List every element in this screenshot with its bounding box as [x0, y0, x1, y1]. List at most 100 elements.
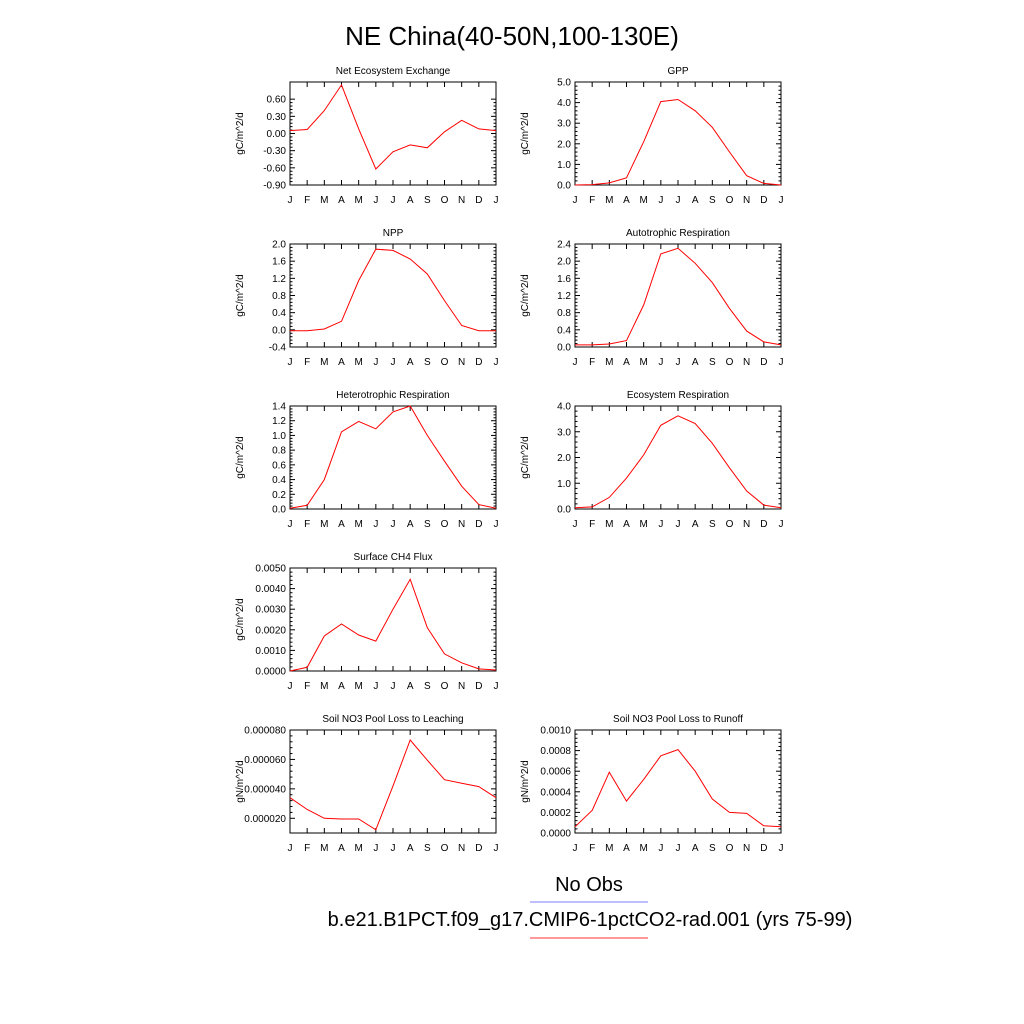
x-tick-label: S — [424, 195, 431, 206]
x-tick-label: D — [475, 681, 482, 692]
x-tick-label: A — [338, 519, 345, 530]
y-tick-label: 4.0 — [557, 402, 571, 413]
x-tick-label: J — [373, 681, 378, 692]
x-tick-label: O — [441, 357, 449, 368]
plot-frame — [574, 81, 782, 186]
x-tick-label: A — [692, 519, 699, 530]
y-tick-label: 0.000020 — [244, 814, 286, 825]
x-tick-label: M — [354, 195, 362, 206]
x-tick-label: A — [407, 357, 414, 368]
x-tick-label: M — [320, 843, 328, 854]
y-tick-label: 0.0006 — [540, 767, 571, 778]
x-tick-label: J — [391, 195, 396, 206]
x-tick-label: F — [589, 519, 595, 530]
y-tick-label: 0.000040 — [244, 784, 286, 795]
x-tick-label: J — [573, 195, 578, 206]
x-tick-label: J — [391, 843, 396, 854]
x-tick-label: J — [391, 519, 396, 530]
y-tick-label: 0.0030 — [255, 605, 286, 616]
x-tick-label: A — [338, 357, 345, 368]
x-tick-label: S — [424, 357, 431, 368]
y-tick-label: 0.0008 — [540, 746, 571, 757]
y-tick-label: 1.0 — [557, 479, 571, 490]
x-tick-label: F — [304, 357, 310, 368]
x-tick-label: J — [676, 843, 681, 854]
x-tick-label: A — [407, 519, 414, 530]
plot-frame — [289, 567, 497, 672]
x-tick-label: N — [458, 681, 465, 692]
x-tick-label: D — [475, 843, 482, 854]
x-tick-label: A — [692, 195, 699, 206]
x-tick-label: S — [424, 519, 431, 530]
x-tick-label: J — [658, 357, 663, 368]
series-line — [289, 578, 497, 672]
x-tick-label: J — [676, 519, 681, 530]
x-tick-label: F — [304, 681, 310, 692]
x-tick-label: O — [726, 519, 734, 530]
y-tick-label: 1.2 — [557, 291, 571, 302]
x-tick-label: S — [709, 519, 716, 530]
y-tick-label: 0.0040 — [255, 584, 286, 595]
series-line — [575, 247, 782, 346]
y-axis-label: gN/m^2/d — [235, 760, 246, 803]
x-tick-label: J — [494, 195, 499, 206]
y-tick-label: 1.4 — [272, 402, 286, 413]
x-tick-label: F — [589, 357, 595, 368]
y-tick-label: 0.4 — [272, 475, 286, 486]
x-tick-label: O — [726, 195, 734, 206]
x-tick-label: J — [658, 843, 663, 854]
x-tick-label: S — [709, 843, 716, 854]
panel-9: Soil NO3 Pool Loss to Runoff 0.0000 0.0002… — [520, 714, 784, 854]
x-tick-label: N — [743, 195, 750, 206]
x-tick-label: F — [589, 195, 595, 206]
x-tick-label: J — [779, 843, 784, 854]
x-tick-label: N — [458, 195, 465, 206]
x-tick-label: A — [623, 519, 630, 530]
series-line — [574, 749, 782, 828]
y-axis-label: gC/m^2/d — [520, 112, 531, 155]
y-tick-label: 0.4 — [272, 308, 286, 319]
x-tick-label: M — [639, 519, 647, 530]
panel-title: Net Ecosystem Exchange — [336, 66, 451, 77]
plot-frame — [289, 81, 497, 186]
legend-obs-label: No Obs — [555, 874, 623, 896]
panel-title: Soil NO3 Pool Loss to Runoff — [613, 714, 743, 725]
panel-7: Surface CH4 Flux 0.0000 0.0010 0.0020 0.0030… — [235, 552, 499, 692]
x-tick-label: J — [288, 519, 293, 530]
y-tick-label: 0.8 — [272, 291, 286, 302]
x-tick-label: A — [407, 843, 414, 854]
x-tick-label: M — [605, 195, 613, 206]
y-tick-label: 1.2 — [272, 416, 286, 427]
x-tick-label: A — [338, 195, 345, 206]
x-tick-label: J — [288, 681, 293, 692]
y-tick-label: 0.2 — [272, 490, 286, 501]
panel-title: Heterotrophic Respiration — [336, 390, 449, 401]
y-tick-label: 0.0010 — [255, 646, 286, 657]
x-tick-label: M — [320, 195, 328, 206]
series-line — [574, 98, 782, 186]
y-tick-label: 0.6 — [272, 460, 286, 471]
y-tick-label: 0.0002 — [540, 808, 571, 819]
x-tick-label: D — [760, 357, 767, 368]
y-tick-label: 2.0 — [557, 453, 571, 464]
x-tick-label: J — [676, 195, 681, 206]
panel-title: Soil NO3 Pool Loss to Leaching — [322, 714, 463, 725]
y-axis-label: gC/m^2/d — [235, 274, 246, 317]
y-axis-label: gC/m^2/d — [235, 112, 246, 155]
panel-title: Surface CH4 Flux — [354, 552, 433, 563]
y-tick-label: -0.60 — [263, 163, 286, 174]
series-line — [289, 739, 497, 831]
x-tick-label: J — [779, 357, 784, 368]
x-tick-label: S — [709, 195, 716, 206]
x-tick-label: M — [354, 357, 362, 368]
y-axis-label: gC/m^2/d — [235, 436, 246, 479]
x-tick-label: A — [623, 357, 630, 368]
y-tick-label: 0.000080 — [244, 726, 286, 737]
x-tick-label: J — [391, 681, 396, 692]
x-tick-label: M — [605, 357, 613, 368]
y-tick-label: 2.4 — [557, 240, 571, 251]
series-line — [289, 405, 497, 509]
x-tick-label: A — [407, 195, 414, 206]
x-tick-label: F — [304, 195, 310, 206]
